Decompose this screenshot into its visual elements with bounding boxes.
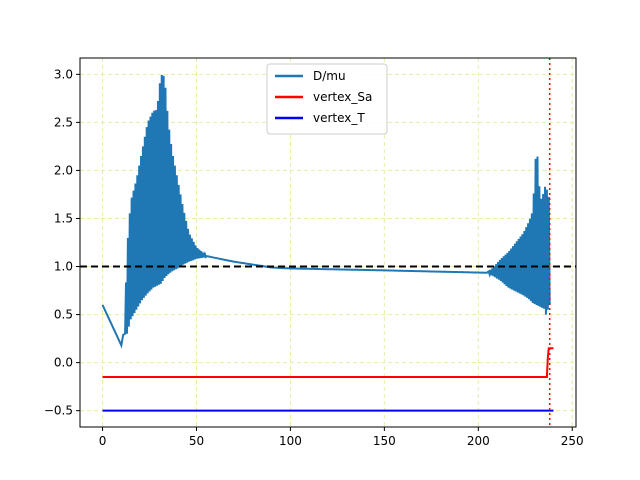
reference-lines [80,58,576,427]
y-tick-label: 3.0 [54,67,73,81]
y-tick-label: 0.0 [54,356,73,370]
y-tick-label: 2.0 [54,163,73,177]
x-tick-label: 150 [373,434,396,448]
y-tick-label: 0.5 [54,308,73,322]
legend-box [266,63,388,135]
series-line-d-mu [101,74,551,349]
y-tick-label: 1.5 [54,211,73,225]
legend: D/mu vertex_Sa vertex_T [266,63,388,135]
x-tick-label: 200 [467,434,490,448]
x-tick-label: 0 [99,434,107,448]
x-tick-label: 50 [189,434,204,448]
y-tick-label: 2.5 [54,115,73,129]
plot-frame [79,57,577,428]
x-axis: 0 50 100 150 200 250 [99,427,584,448]
x-tick-label: 100 [279,434,302,448]
y-axis: −0.5 0.0 0.5 1.0 1.5 2.0 2.5 3.0 [44,67,80,418]
y-tick-label: −0.5 [44,404,73,418]
y-tick-label: 1.0 [54,260,73,274]
legend-label: vertex_T [313,111,365,125]
legend-label: vertex_Sa [313,90,372,104]
x-tick-label: 250 [561,434,584,448]
legend-label: D/mu [313,69,346,83]
